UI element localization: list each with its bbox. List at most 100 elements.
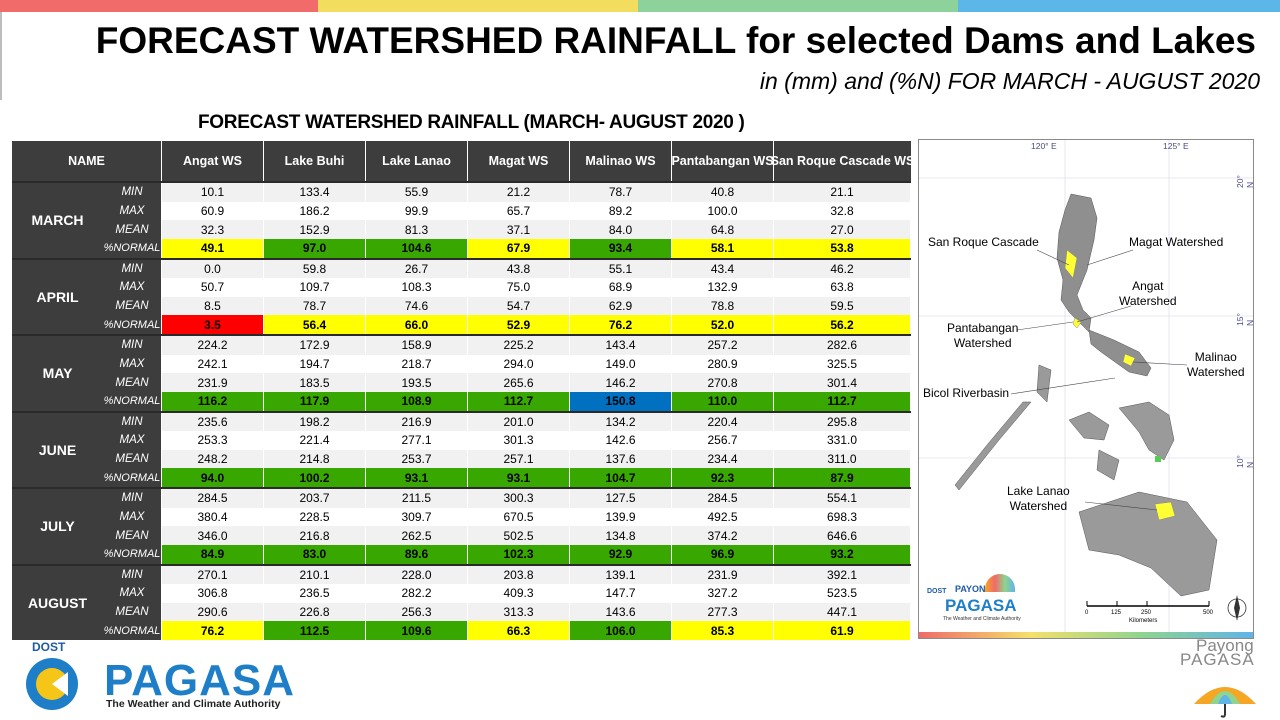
inset-payong-text: PAYONG [955,584,993,594]
normal-cell: 150.8 [570,391,672,411]
top-bar-green [638,0,958,12]
value-cell: 133.4 [264,183,366,202]
coord-label: 15° N [1235,313,1255,326]
value-cell: 502.5 [468,526,570,545]
value-cell: 554.1 [774,489,911,508]
value-cell: 203.8 [468,565,570,585]
value-cell: 43.4 [672,259,774,279]
value-cell: 75.0 [468,278,570,297]
stat-label: %NORMAL [103,238,162,258]
value-cell: 32.3 [162,220,264,239]
inset-pagasa-text: PAGASA [945,596,1017,615]
value-cell: 331.0 [774,431,911,450]
normal-cell: 87.9 [774,468,911,487]
column-header: Magat WS [468,141,570,181]
normal-cell: 104.6 [366,238,468,258]
left-accent-line [0,12,2,100]
normal-cell: 53.8 [774,238,911,258]
pagasa-text: PAGASA [104,656,295,705]
normal-cell: 109.6 [366,621,468,640]
value-cell: 327.2 [672,584,774,603]
top-bar-red [0,0,318,12]
value-cell: 198.2 [264,412,366,432]
normal-cell: 56.2 [774,315,911,334]
value-cell: 78.7 [264,296,366,316]
month-group: MARCH MIN 10.1 133.4 55.9 21.2 78.7 40.8 21.1 MAX… [12,181,911,258]
value-cell: 374.2 [672,526,774,545]
normal-cell: 92.3 [672,468,774,487]
inset-logo: DOST PAYONG PAGASA The Weather and Clima… [925,574,1035,626]
value-cell: 134.2 [570,412,672,432]
normal-cell: 84.9 [162,544,264,564]
inset-dost-text: DOST [927,588,947,595]
month-rows: MIN 0.0 59.8 26.7 43.8 55.1 43.4 46.2 MAX 50.7 109… [103,259,911,334]
month-rows: MIN 10.1 133.4 55.9 21.2 78.7 40.8 21.1 MAX 60.9 1… [103,183,911,258]
value-cell: 54.7 [468,296,570,316]
value-cell: 236.5 [264,584,366,603]
table-row: MIN 284.5 203.7 211.5 300.3 127.5 284.5 554.1 [103,489,911,508]
label-bicol: Bicol Riverbasin [923,386,1010,400]
value-cell: 139.1 [570,565,672,585]
scale-tick: 500 [1203,610,1214,616]
value-cell: 492.5 [672,507,774,527]
stat-label: MIN [103,565,162,585]
normal-cell: 117.9 [264,391,366,411]
value-cell: 127.5 [570,489,672,508]
normal-cell: 112.7 [468,391,570,411]
value-cell: 282.2 [366,584,468,603]
value-cell: 253.7 [366,449,468,469]
value-cell: 50.7 [162,278,264,297]
value-cell: 218.7 [366,354,468,374]
stat-label: %NORMAL [103,391,162,411]
value-cell: 8.5 [162,296,264,316]
value-cell: 248.2 [162,449,264,469]
value-cell: 172.9 [264,336,366,355]
table-row: %NORMAL 94.0 100.2 93.1 93.1 104.7 92.3 87.9 [103,468,911,487]
normal-cell: 85.3 [672,621,774,640]
value-cell: 59.5 [774,296,911,316]
value-cell: 55.1 [570,259,672,279]
value-cell: 146.2 [570,373,672,392]
column-header: Pantabangan WS [671,141,774,181]
value-cell: 284.5 [672,489,774,508]
value-cell: 295.8 [774,412,911,432]
month-groups: MARCH MIN 10.1 133.4 55.9 21.2 78.7 40.8 21.1 MAX… [12,181,911,640]
value-cell: 81.3 [366,220,468,239]
value-cell: 294.0 [468,354,570,374]
value-cell: 211.5 [366,489,468,508]
value-cell: 447.1 [774,602,911,622]
normal-cell: 92.9 [570,544,672,564]
column-header: Lake Buhi [264,141,366,181]
month-rows: MIN 235.6 198.2 216.9 201.0 134.2 220.4 295.8 MA… [103,412,911,487]
value-cell: 37.1 [468,220,570,239]
value-cell: 137.6 [570,449,672,469]
stat-label: MAX [103,584,162,603]
month-group: JUNE MIN 235.6 198.2 216.9 201.0 134.2 220.4 295… [12,410,911,487]
table-row: %NORMAL 76.2 112.5 109.6 66.3 106.0 85.3 61.9 [103,621,911,640]
value-cell: 301.4 [774,373,911,392]
value-cell: 62.9 [570,296,672,316]
stat-label: MEAN [103,373,162,392]
stat-label: MIN [103,259,162,279]
column-header: Lake Lanao [366,141,468,181]
normal-cell: 104.7 [570,468,672,487]
value-cell: 523.5 [774,584,911,603]
pagasa-tagline: The Weather and Climate Authority [106,698,281,710]
coord-label: 10° N [1235,455,1255,468]
coord-label: 20° N [1235,175,1255,188]
table-row: MEAN 8.5 78.7 74.6 54.7 62.9 78.8 59.5 [103,296,911,316]
label-magat: Magat Watershed [1129,235,1224,249]
stat-label: MAX [103,431,162,450]
value-cell: 59.8 [264,259,366,279]
payong-pagasa-logo: Payong PAGASA [1176,636,1276,720]
rainfall-table: NAME Angat WS Lake Buhi Lake Lanao Magat… [12,141,914,640]
value-cell: 235.6 [162,412,264,432]
value-cell: 100.0 [672,201,774,221]
value-cell: 309.7 [366,507,468,527]
normal-cell: 112.5 [264,621,366,640]
stat-label: MEAN [103,602,162,622]
value-cell: 270.8 [672,373,774,392]
table-row: %NORMAL 84.9 83.0 89.6 102.3 92.9 96.9 93.2 [103,544,911,564]
value-cell: 257.2 [672,336,774,355]
pagasa-sun-icon [26,658,78,710]
